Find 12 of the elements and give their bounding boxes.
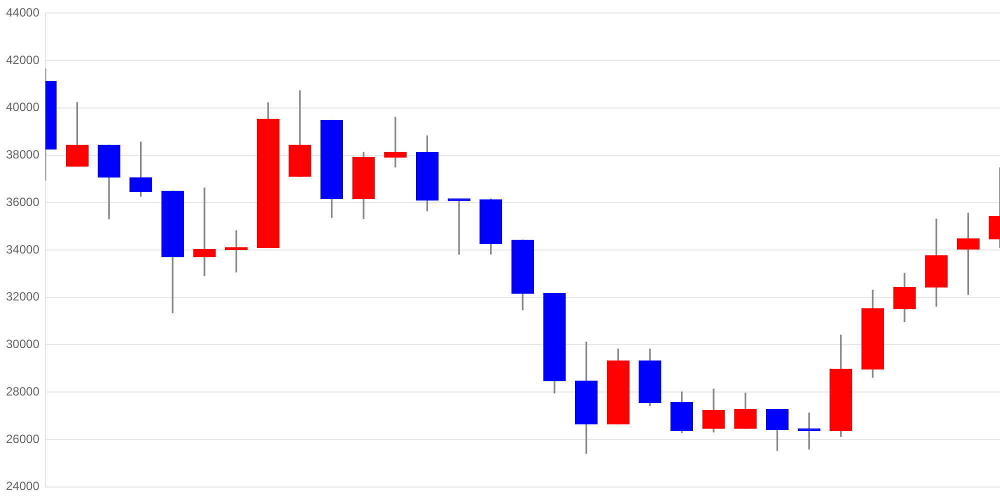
y-tick-label: 30000 bbox=[6, 337, 40, 352]
y-tick-label: 34000 bbox=[6, 242, 40, 256]
y-tick-label: 32000 bbox=[6, 290, 40, 304]
y-tick-label: 26000 bbox=[6, 432, 40, 446]
y-tick-label: 44000 bbox=[6, 6, 40, 20]
y-tick-label: 38000 bbox=[6, 148, 40, 162]
y-tick-label: 28000 bbox=[6, 384, 40, 398]
y-tick-label: 36000 bbox=[6, 194, 40, 209]
y-tick-label: 42000 bbox=[6, 52, 40, 67]
candlestick bbox=[193, 188, 216, 276]
y-tick-label: 40000 bbox=[6, 100, 40, 114]
y-tick-label: 24000 bbox=[6, 479, 40, 494]
